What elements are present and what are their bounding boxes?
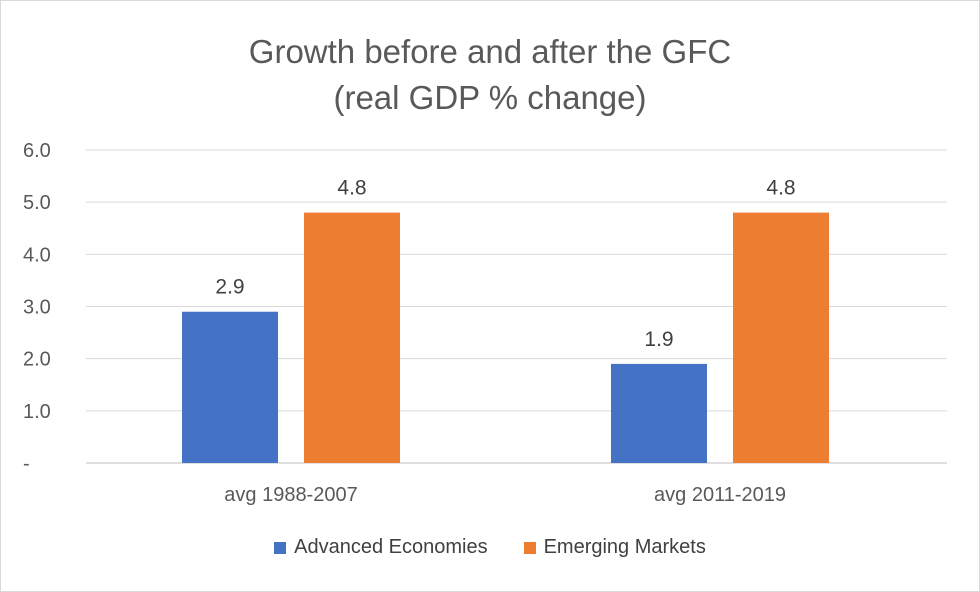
y-tick-label: 6.0 — [23, 140, 51, 162]
data-label: 4.8 — [337, 177, 366, 200]
bar-emerging-markets-0 — [304, 212, 400, 463]
legend-label-emerging-markets: Emerging Markets — [543, 536, 706, 558]
bar-advanced-economies-1 — [611, 363, 707, 463]
legend-label-advanced-economies: Advanced Economies — [294, 536, 488, 558]
bar-advanced-economies-0 — [182, 311, 278, 463]
y-tick-label: 3.0 — [23, 297, 51, 319]
y-tick-label: 1.0 — [23, 401, 51, 423]
data-label: 2.9 — [215, 276, 244, 299]
y-tick-label: 5.0 — [23, 192, 51, 214]
data-label: 4.8 — [766, 177, 795, 200]
chart-title: Growth before and after the GFC — [248, 33, 732, 70]
bar-emerging-markets-1 — [733, 212, 829, 463]
chart-subtitle: (real GDP % change) — [333, 79, 647, 116]
legend-swatch-emerging-markets — [523, 541, 536, 554]
data-label: 1.9 — [644, 328, 673, 351]
chart-title-block: Growth before and after the GFC (real GD… — [1, 29, 979, 121]
y-tick-label: - — [23, 453, 30, 475]
chart-legend: Advanced Economies Emerging Markets — [1, 536, 979, 559]
legend-swatch-advanced-economies — [274, 541, 287, 554]
legend-item-emerging-markets: Emerging Markets — [523, 536, 706, 559]
legend-item-advanced-economies: Advanced Economies — [274, 536, 488, 559]
y-tick-label: 4.0 — [23, 244, 51, 266]
x-category-label: avg 2011-2019 — [654, 484, 786, 506]
y-tick-label: 2.0 — [23, 349, 51, 371]
x-category-label: avg 1988-2007 — [224, 484, 357, 506]
